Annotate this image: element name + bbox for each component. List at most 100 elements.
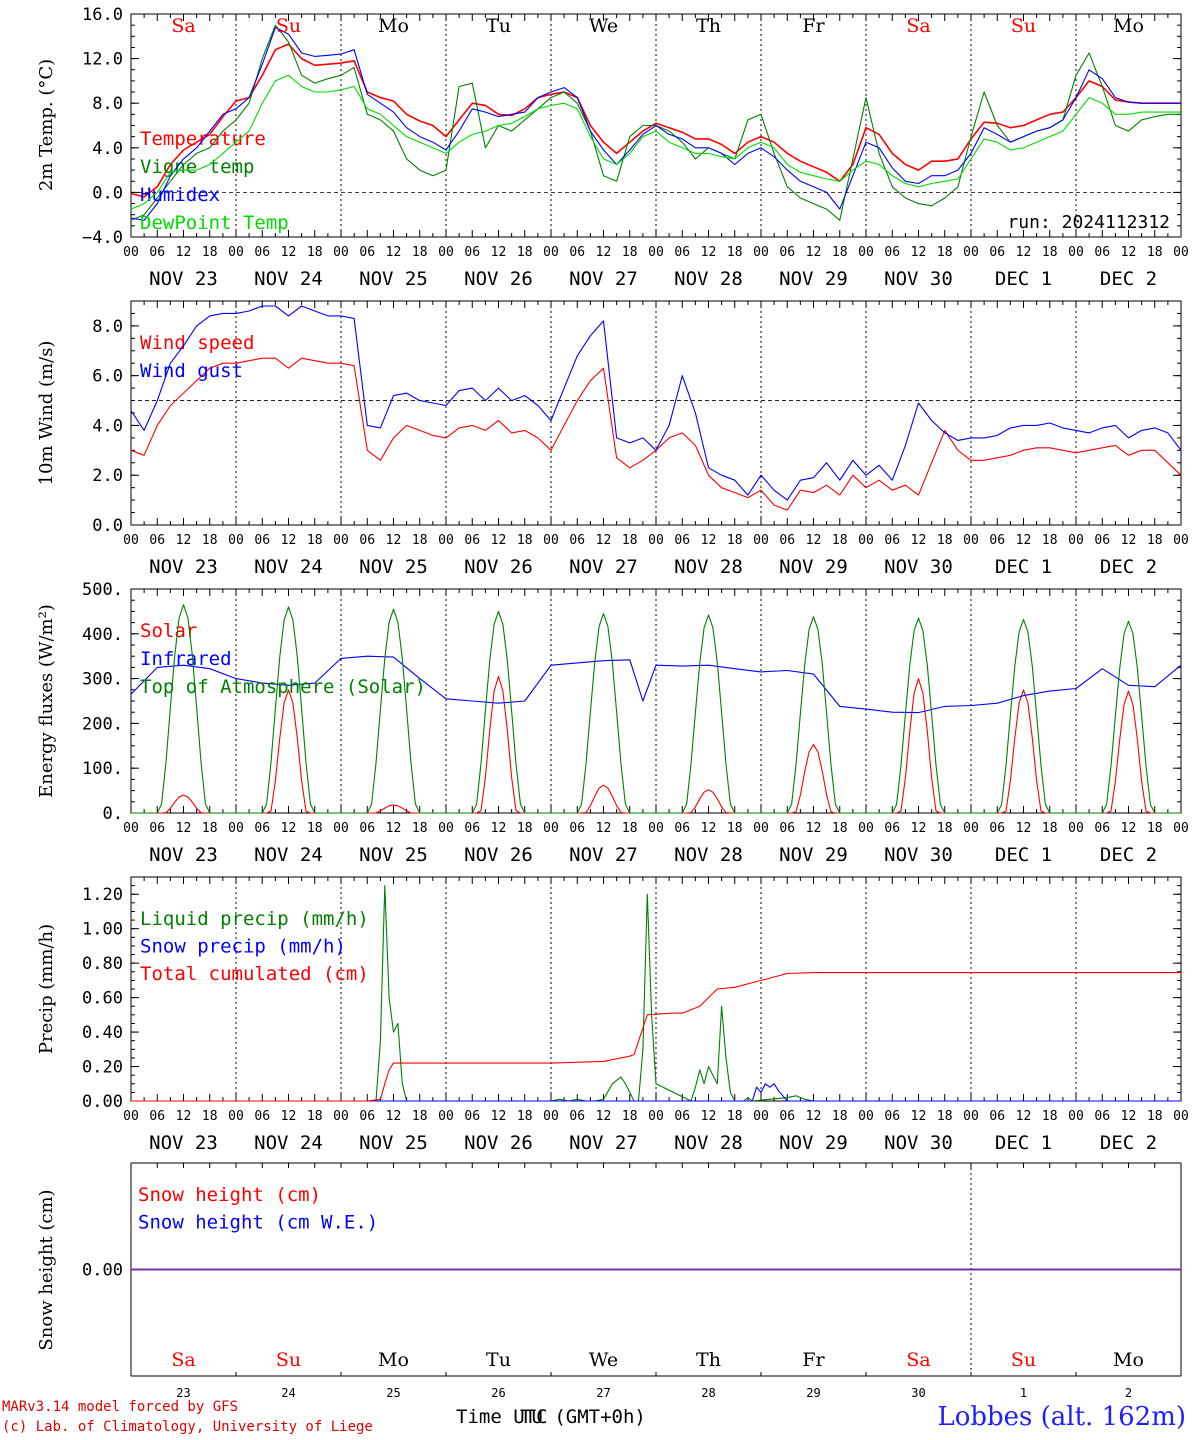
day-number-label: 2: [1125, 1386, 1132, 1400]
date-label: NOV 29: [779, 268, 848, 290]
y-tick-label: 1.00: [82, 920, 123, 940]
hour-tick-label: 06: [569, 821, 585, 836]
date-label: NOV 23: [149, 844, 218, 866]
hour-tick-label: 18: [622, 533, 638, 548]
hour-tick-label: 00: [648, 821, 664, 836]
date-label: NOV 28: [674, 268, 743, 290]
date-label: NOV 25: [359, 556, 428, 578]
y-tick-label: 0.: [103, 804, 123, 824]
hour-tick-label: 18: [727, 1109, 743, 1124]
date-label: NOV 27: [569, 844, 638, 866]
date-label: DEC 2: [1100, 556, 1157, 578]
y-tick-label: 12.0: [82, 50, 123, 70]
hour-tick-label: 12: [911, 533, 927, 548]
hour-tick-label: 00: [1068, 1109, 1084, 1124]
y-tick-label: 4.0: [92, 416, 123, 436]
hour-tick-label: 06: [149, 821, 165, 836]
day-number-label: 30: [911, 1386, 925, 1400]
weekday-label: Su: [1011, 15, 1036, 37]
time-label-text: Time UTC: [456, 1406, 548, 1428]
y-tick-label: −4.0: [82, 228, 123, 248]
hour-tick-label: 12: [911, 821, 927, 836]
hour-tick-label: 06: [884, 245, 900, 260]
hour-tick-label: 12: [281, 1109, 297, 1124]
hour-tick-label: 00: [123, 821, 139, 836]
y-tick-label: 300.: [82, 670, 123, 690]
weekday-label: Fr: [802, 1349, 825, 1371]
date-label: NOV 24: [254, 268, 323, 290]
hour-tick-label: 12: [701, 245, 717, 260]
hour-tick-label: 12: [281, 533, 297, 548]
weekday-label: Fr: [802, 15, 825, 37]
hour-tick-label: 12: [1016, 1109, 1032, 1124]
hour-tick-label: 18: [937, 1109, 953, 1124]
hour-tick-label: 00: [123, 533, 139, 548]
hour-tick-label: 00: [543, 245, 559, 260]
day-number-label: 25: [386, 1386, 400, 1400]
y-tick-label: 0.00: [82, 1261, 123, 1281]
day-number-label: 26: [491, 1386, 505, 1400]
y-tick-label: 4.0: [92, 139, 123, 159]
hour-tick-label: 12: [491, 821, 507, 836]
panel-1: −4.00.04.08.012.016.02m Temp. (°C) Temper…: [36, 5, 1189, 290]
legend-entry: Solar: [140, 620, 197, 642]
date-label: DEC 1: [995, 556, 1052, 578]
hour-tick-label: 18: [412, 245, 428, 260]
hour-tick-label: 00: [858, 533, 874, 548]
hour-tick-label: 00: [333, 245, 349, 260]
hour-tick-label: 18: [1147, 821, 1163, 836]
hour-tick-label: 12: [176, 1109, 192, 1124]
date-label: DEC 1: [995, 844, 1052, 866]
hour-tick-label: 18: [1147, 245, 1163, 260]
y-tick-label: 1.20: [82, 885, 123, 905]
hour-tick-label: 06: [989, 245, 1005, 260]
hour-tick-label: 18: [307, 821, 323, 836]
hour-tick-label: 06: [464, 245, 480, 260]
hour-tick-label: 00: [753, 533, 769, 548]
legend-entry: Vigne temp: [140, 156, 254, 178]
hour-tick-label: 18: [307, 245, 323, 260]
hour-tick-label: 18: [622, 245, 638, 260]
hour-tick-label: 12: [491, 533, 507, 548]
y-axis-label: 10m Wind (m/s): [36, 341, 57, 486]
hour-tick-label: 06: [569, 533, 585, 548]
hour-tick-label: 18: [307, 533, 323, 548]
legend-entry: Liquid precip (mm/h): [140, 908, 369, 930]
hour-tick-label: 06: [149, 245, 165, 260]
hour-tick-label: 12: [386, 533, 402, 548]
hour-tick-label: 18: [517, 1109, 533, 1124]
hour-tick-label: 00: [963, 1109, 979, 1124]
date-label: NOV 27: [569, 556, 638, 578]
hour-tick-label: 06: [149, 1109, 165, 1124]
run-label: run: 2024112312: [1007, 212, 1170, 233]
station-label: Lobbes (alt. 162m): [937, 1402, 1186, 1432]
hour-tick-label: 06: [779, 245, 795, 260]
hour-tick-label: 06: [674, 1109, 690, 1124]
hour-tick-label: 12: [1016, 821, 1032, 836]
weekday-label: Mo: [378, 1349, 409, 1371]
hour-tick-label: 18: [622, 1109, 638, 1124]
hour-tick-label: 18: [307, 1109, 323, 1124]
date-label: NOV 30: [884, 1132, 953, 1154]
legend-entry: Snow precip (mm/h): [140, 936, 346, 958]
hour-tick-label: 06: [674, 821, 690, 836]
series-line: [131, 1083, 1181, 1102]
hour-tick-label: 18: [412, 821, 428, 836]
hour-tick-label: 00: [963, 821, 979, 836]
hour-tick-label: 12: [491, 245, 507, 260]
hour-tick-label: 06: [359, 1109, 375, 1124]
lab-credit: (c) Lab. of Climatology, University of L…: [2, 1419, 373, 1435]
model-credit: MARv3.14 model forced by GFS: [2, 1399, 239, 1415]
hour-tick-label: 18: [832, 245, 848, 260]
hour-tick-label: 06: [254, 1109, 270, 1124]
time-axis-label: Time UTC TU (GMT+0h): [456, 1406, 646, 1428]
hour-tick-label: 18: [1042, 533, 1058, 548]
hour-tick-label: 00: [858, 1109, 874, 1124]
hour-tick-label: 12: [1121, 821, 1137, 836]
weekday-label: Sa: [171, 15, 195, 37]
day-number-label: 29: [806, 1386, 820, 1400]
date-label: NOV 26: [464, 556, 533, 578]
hour-tick-label: 18: [1147, 533, 1163, 548]
hour-tick-label: 18: [517, 533, 533, 548]
date-label: NOV 30: [884, 556, 953, 578]
